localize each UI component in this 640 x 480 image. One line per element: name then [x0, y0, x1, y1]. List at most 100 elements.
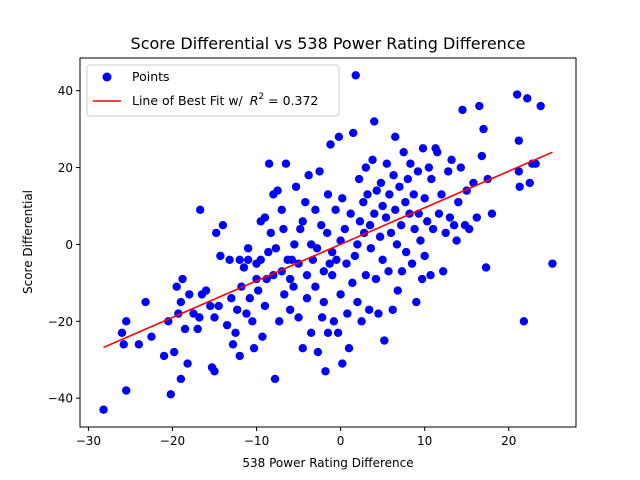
- data-point-7: [147, 332, 156, 341]
- data-point-160: [392, 240, 402, 249]
- legend-fit-label-prefix: Line of Best Fit w/: [132, 93, 247, 108]
- data-point-71: [280, 290, 289, 299]
- data-point-39: [233, 305, 242, 314]
- data-point-159: [391, 205, 400, 215]
- data-point-32: [216, 251, 225, 261]
- data-point-100: [319, 267, 328, 276]
- data-point-118: [340, 224, 350, 234]
- data-point-120: [343, 309, 352, 318]
- data-point-95: [313, 347, 323, 357]
- data-point-34: [222, 320, 232, 330]
- data-point-185: [427, 174, 436, 184]
- data-point-153: [384, 267, 393, 276]
- data-point-21: [193, 324, 202, 334]
- data-point-110: [331, 205, 340, 215]
- data-point-128: [353, 297, 362, 307]
- x-tick-label: 20: [501, 434, 516, 448]
- data-point-38: [231, 328, 240, 338]
- data-point-216: [519, 317, 529, 326]
- data-point-209: [481, 263, 491, 272]
- data-point-74: [285, 274, 295, 284]
- data-point-17: [180, 324, 190, 334]
- data-point-213: [514, 136, 524, 145]
- data-point-70: [279, 224, 288, 234]
- data-point-199: [456, 163, 466, 172]
- data-point-61: [266, 228, 276, 238]
- data-point-46: [243, 255, 253, 264]
- data-point-123: [348, 278, 357, 288]
- data-point-146: [375, 232, 385, 241]
- data-point-2: [117, 328, 127, 338]
- data-point-16: [178, 274, 187, 284]
- data-point-8: [159, 351, 169, 361]
- data-point-173: [410, 224, 419, 234]
- data-point-84: [298, 217, 307, 226]
- data-point-90: [306, 328, 316, 338]
- data-point-14: [176, 374, 186, 384]
- data-point-206: [475, 101, 484, 111]
- data-point-83: [298, 344, 307, 353]
- data-point-60: [264, 159, 274, 168]
- data-point-191: [438, 267, 448, 276]
- data-point-22: [195, 313, 204, 322]
- data-point-217: [523, 94, 532, 103]
- best-fit-line: [103, 151, 553, 349]
- data-point-24: [196, 205, 205, 215]
- data-point-92: [311, 205, 320, 215]
- data-point-122: [346, 209, 355, 218]
- data-point-75: [285, 305, 295, 314]
- data-point-141: [370, 117, 379, 126]
- data-point-124: [349, 128, 358, 138]
- y-tick-label: 0: [65, 238, 73, 252]
- data-point-97: [317, 221, 326, 230]
- data-point-205: [472, 213, 481, 222]
- data-point-140: [368, 155, 377, 165]
- data-point-11: [169, 347, 179, 357]
- data-point-77: [289, 282, 298, 291]
- data-point-161: [393, 286, 402, 295]
- data-point-144: [372, 186, 381, 195]
- data-point-152: [382, 159, 392, 168]
- data-point-174: [412, 297, 421, 307]
- data-point-186: [428, 224, 438, 234]
- data-point-25: [201, 286, 211, 295]
- data-point-115: [336, 290, 345, 299]
- data-point-203: [465, 224, 474, 234]
- data-point-37: [228, 340, 238, 349]
- data-point-130: [355, 217, 365, 226]
- data-point-137: [364, 305, 374, 314]
- data-point-79: [291, 182, 301, 191]
- data-point-136: [363, 190, 372, 199]
- data-point-105: [325, 259, 334, 268]
- data-point-170: [406, 159, 415, 168]
- data-point-195: [447, 155, 456, 165]
- data-point-158: [391, 132, 400, 141]
- data-point-18: [183, 359, 192, 368]
- data-point-30: [211, 228, 221, 238]
- data-point-28: [210, 367, 219, 376]
- data-point-109: [329, 317, 339, 326]
- data-point-171: [407, 259, 417, 268]
- data-point-177: [416, 236, 425, 245]
- data-point-69: [277, 205, 286, 215]
- data-point-119: [342, 259, 351, 268]
- data-point-222: [548, 259, 557, 268]
- data-point-80: [294, 313, 303, 322]
- data-point-189: [434, 209, 444, 218]
- data-point-12: [172, 282, 181, 291]
- data-point-19: [185, 290, 194, 299]
- data-point-190: [437, 190, 446, 199]
- data-point-107: [328, 270, 337, 280]
- data-point-82: [296, 224, 305, 234]
- data-point-168: [403, 174, 413, 184]
- data-point-44: [242, 309, 251, 318]
- legend-box: [86, 64, 340, 117]
- data-point-76: [287, 255, 297, 264]
- data-point-180: [420, 194, 429, 203]
- data-point-132: [359, 197, 368, 207]
- data-point-196: [449, 221, 459, 230]
- data-point-15: [176, 297, 186, 307]
- data-point-129: [354, 174, 364, 184]
- data-point-41: [235, 255, 244, 264]
